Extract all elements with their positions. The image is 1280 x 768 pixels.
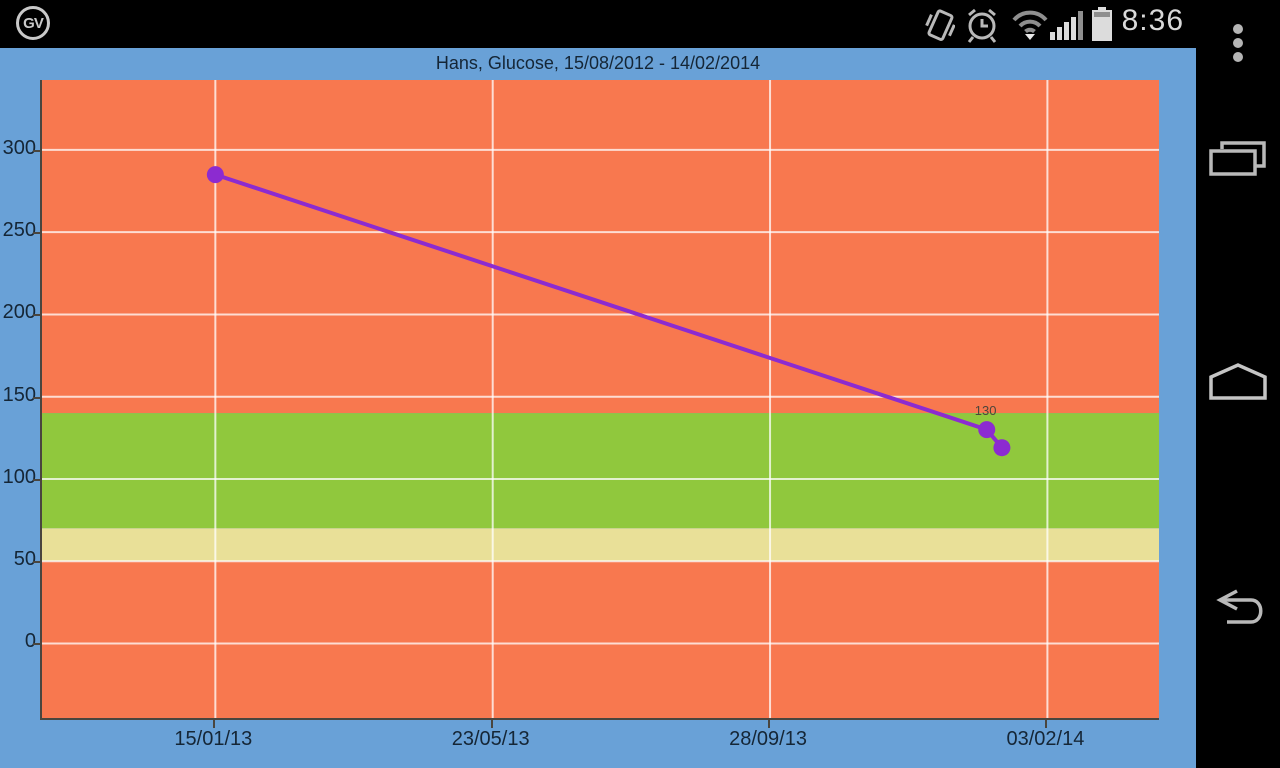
- data-point[interactable]: [206, 166, 224, 184]
- wifi-icon: [1012, 10, 1048, 40]
- y-axis-label: 0: [24, 630, 36, 653]
- band-warning-yellow: [42, 528, 1159, 562]
- x-axis-label: 15/01/13: [174, 728, 253, 750]
- alarm-icon: [967, 8, 997, 43]
- vibrate-icon: [925, 9, 955, 41]
- chart-plot-area[interactable]: 130: [40, 80, 1159, 720]
- band-low-orange: [42, 561, 1159, 718]
- y-axis-label: 250: [2, 219, 36, 242]
- point-value-label: 130: [974, 402, 997, 418]
- y-axis-label: 300: [2, 136, 36, 159]
- data-point[interactable]: [978, 421, 996, 439]
- y-axis-tick: [33, 478, 41, 481]
- y-axis-tick: [33, 396, 41, 399]
- status-bar: GV: [0, 0, 1196, 48]
- band-high-orange: [42, 80, 1159, 414]
- y-axis-tick: [33, 643, 41, 646]
- y-axis-label: 200: [2, 301, 36, 324]
- back-icon[interactable]: [1207, 588, 1269, 628]
- battery-icon: [1092, 7, 1112, 41]
- chart-title: Hans, Glucose, 15/08/2012 - 14/02/2014: [435, 53, 761, 73]
- x-axis-tick: [768, 720, 771, 728]
- data-point[interactable]: [993, 439, 1011, 457]
- home-icon[interactable]: [1208, 363, 1268, 401]
- navigation-bar: [1196, 0, 1280, 768]
- x-axis-label: 28/09/13: [729, 728, 807, 750]
- y-axis-tick: [33, 149, 41, 152]
- clock-time: 8:36: [1121, 4, 1184, 37]
- band-target-green: [42, 413, 1159, 529]
- overflow-menu-icon[interactable]: [1233, 20, 1243, 66]
- y-axis-label: 100: [2, 465, 36, 488]
- y-axis-tick: [33, 314, 41, 317]
- x-axis-tick: [490, 720, 493, 728]
- chart-app-area: Hans, Glucose, 15/08/2012 - 14/02/2014 1…: [0, 48, 1196, 768]
- x-axis-label: 03/02/14: [1006, 728, 1085, 750]
- recent-apps-icon[interactable]: [1208, 140, 1268, 178]
- x-axis-tick: [213, 720, 216, 728]
- y-axis-tick: [33, 232, 41, 235]
- app-notification-icon: GV: [16, 6, 50, 40]
- x-axis-tick: [1045, 720, 1048, 728]
- y-axis-label: 150: [2, 383, 36, 406]
- signal-icon: [1050, 11, 1083, 40]
- y-axis-tick: [33, 561, 41, 564]
- y-axis-label: 50: [13, 548, 36, 571]
- x-axis-label: 23/05/13: [451, 728, 530, 750]
